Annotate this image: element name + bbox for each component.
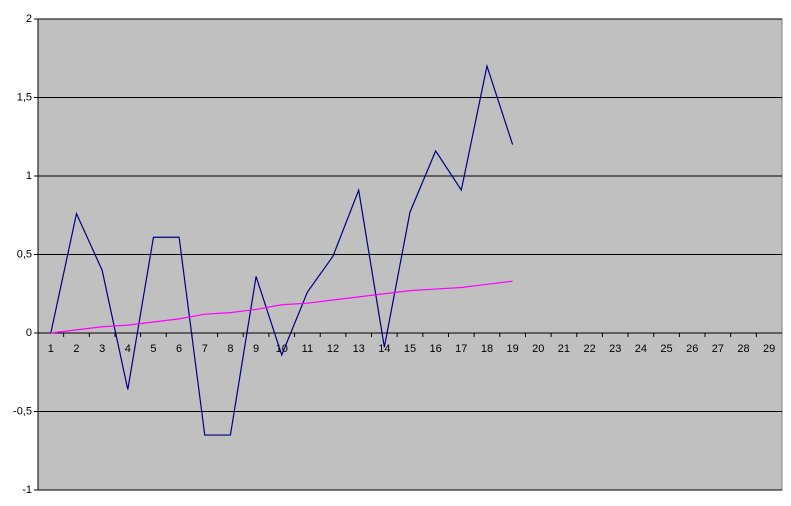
x-tick-label: 5: [150, 343, 156, 355]
y-tick-label: 1: [26, 170, 32, 182]
x-tick-label: 2: [73, 343, 79, 355]
x-tick-label: 20: [532, 343, 544, 355]
x-tick-label: 23: [609, 343, 621, 355]
x-tick-label: 3: [99, 343, 105, 355]
y-tick-label: -0,5: [13, 405, 32, 417]
series-line: [50, 280, 513, 334]
x-tick-label: 13: [353, 343, 365, 355]
x-tick-label: 16: [430, 343, 442, 355]
x-tick-label: 7: [202, 343, 208, 355]
x-tick-label: 27: [712, 343, 724, 355]
x-tick-label: 17: [455, 343, 467, 355]
y-tick-label: 2: [26, 13, 32, 25]
x-tick-label: 18: [481, 343, 493, 355]
x-tick-label: 6: [176, 343, 182, 355]
y-tick-label: 1,5: [17, 91, 32, 103]
x-tick-label: 8: [227, 343, 233, 355]
x-tick-label: 19: [506, 343, 518, 355]
x-tick-label: 9: [253, 343, 259, 355]
x-tick-label: 14: [378, 343, 390, 355]
x-tick-label: 15: [404, 343, 416, 355]
x-tick-label: 26: [686, 343, 698, 355]
y-tick-label: 0: [26, 327, 32, 339]
y-tick-label: 0,5: [17, 248, 32, 260]
x-tick-label: 12: [327, 343, 339, 355]
y-tick-label: -1: [22, 484, 32, 496]
x-tick-label: 28: [737, 343, 749, 355]
series-line: [50, 63, 514, 436]
x-tick-label: 22: [583, 343, 595, 355]
x-tick-label: 24: [635, 343, 647, 355]
x-tick-label: 25: [660, 343, 672, 355]
x-tick-label: 21: [558, 343, 570, 355]
x-tick-label: 4: [125, 343, 131, 355]
x-tick-label: 11: [302, 343, 313, 355]
x-tick-label: 1: [48, 343, 54, 355]
x-tick-label: 29: [763, 343, 775, 355]
